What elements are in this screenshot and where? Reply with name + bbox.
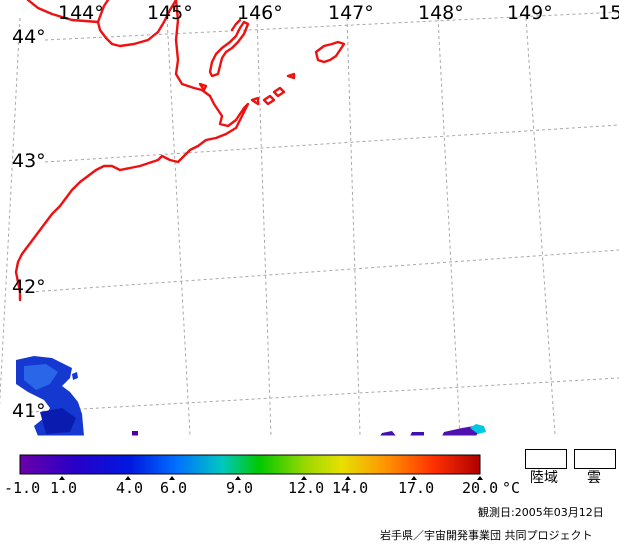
cloud-legend-swatch bbox=[574, 449, 616, 469]
colorbar bbox=[19, 454, 481, 475]
parallel-43 bbox=[44, 124, 619, 163]
colorbar-tick-label: 4.0 bbox=[116, 479, 144, 497]
shiretoko-peninsula bbox=[174, 0, 212, 98]
colorbar-tick-marker bbox=[411, 476, 417, 480]
sst-patch-southeast-a bbox=[380, 431, 396, 436]
longitude-label-149: 149° bbox=[507, 2, 553, 24]
cloud-legend-label: 雲 bbox=[587, 470, 601, 486]
colorbar-unit: °C bbox=[502, 479, 521, 497]
colorbar-tick-label: 9.0 bbox=[226, 479, 254, 497]
observation-date: 観測日:2005年03月12日 bbox=[478, 506, 604, 519]
hokkaido-coast bbox=[26, 0, 178, 48]
longitude-label-147: 147° bbox=[328, 2, 374, 24]
colorbar-tick-label: 1.0 bbox=[50, 479, 78, 497]
hokkaido-east-coast bbox=[14, 94, 250, 302]
colorbar-tick-label: -1.0 bbox=[4, 479, 41, 497]
sst-patch-fleck bbox=[72, 372, 78, 380]
longitude-label-144: 144° bbox=[58, 2, 104, 24]
sst-patch-dot bbox=[132, 431, 138, 436]
meridian-148 bbox=[437, 17, 461, 436]
credit-text: 岩手県／宇宙開発事業団 共同プロジェクト bbox=[380, 529, 593, 542]
meridian-149 bbox=[525, 17, 556, 436]
longitude-label-145: 145° bbox=[147, 2, 193, 24]
latitude-label-44: 44° bbox=[12, 26, 46, 48]
colorbar-tick-label: 17.0 bbox=[398, 479, 435, 497]
habomai-islet-2 bbox=[262, 94, 276, 106]
meridian-147 bbox=[346, 17, 361, 436]
sst-patch-southeast-cyan bbox=[470, 424, 486, 434]
coastline bbox=[14, 0, 346, 302]
habomai-islet-1 bbox=[250, 96, 260, 106]
sst-patch-southwest-dark bbox=[40, 408, 76, 434]
colorbar-tick-marker bbox=[169, 476, 175, 480]
kunashiri-tip bbox=[230, 18, 242, 32]
colorbar-tick-marker bbox=[59, 476, 65, 480]
colorbar-tick-marker bbox=[301, 476, 307, 480]
colorbar-tick-label: 12.0 bbox=[288, 479, 325, 497]
land-legend-label: 陸域 bbox=[530, 470, 558, 486]
parallel-42 bbox=[29, 249, 619, 293]
shikotan-island bbox=[314, 40, 346, 64]
colorbar-tick-marker bbox=[345, 476, 351, 480]
colorbar-tick-marker bbox=[125, 476, 131, 480]
longitude-label-146: 146° bbox=[237, 2, 283, 24]
sst-patch-southeast-b bbox=[410, 432, 424, 436]
latitude-gridlines bbox=[29, 11, 619, 413]
islet-5 bbox=[198, 82, 208, 92]
sst-patch-southeast-c bbox=[442, 426, 480, 436]
colorbar-tick-label: 14.0 bbox=[332, 479, 369, 497]
colorbar-tick-marker bbox=[477, 476, 483, 480]
sst-patch-southwest-shade bbox=[24, 364, 58, 390]
meridian-146 bbox=[256, 17, 272, 436]
latitude-label-43: 43° bbox=[12, 150, 46, 172]
longitude-label-150: 15 bbox=[598, 2, 619, 24]
parallel-41 bbox=[29, 377, 619, 413]
colorbar-tick-label: 6.0 bbox=[160, 479, 188, 497]
islet-4 bbox=[286, 72, 296, 80]
longitude-gridlines bbox=[0, 17, 556, 436]
meridian-145 bbox=[166, 17, 191, 436]
land-legend-swatch bbox=[525, 449, 567, 469]
latitude-label-41: 41° bbox=[12, 400, 46, 422]
colorbar-tick-marker bbox=[235, 476, 241, 480]
sst-patches bbox=[16, 356, 486, 436]
colorbar-tick-label: 20.0 bbox=[462, 479, 499, 497]
colorbar-ticks bbox=[59, 476, 483, 480]
longitude-label-148: 148° bbox=[418, 2, 464, 24]
latitude-label-42: 42° bbox=[12, 276, 46, 298]
kunashiri-island bbox=[208, 20, 250, 78]
habomai-islet-3 bbox=[272, 86, 286, 98]
